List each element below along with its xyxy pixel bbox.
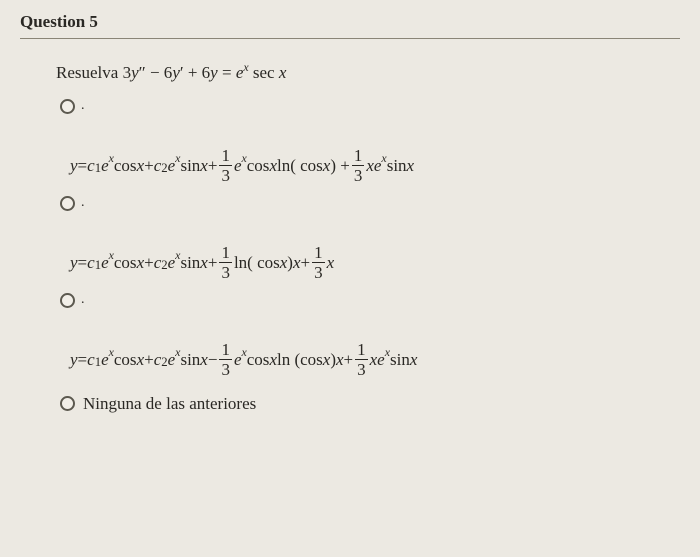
question-title: Question 5 — [20, 12, 680, 39]
frac-num: 1 — [352, 147, 365, 165]
eq-b-prefix: y = c1ex cos x + c2ex sin x + — [70, 156, 217, 176]
eq-c-prefix: y = c1ex cos x + c2ex sin x + — [70, 253, 217, 273]
option-marker: . — [81, 291, 85, 309]
frac-den: 3 — [219, 165, 232, 184]
prompt: Resuelva 3y″ − 6y′ + 6y = ex sec x — [56, 63, 680, 83]
frac-den: 3 — [312, 262, 325, 281]
frac-den: 3 — [219, 359, 232, 378]
frac-num: 1 — [355, 341, 368, 359]
eq-c-mid1: ln( cos x )x + — [234, 253, 310, 273]
option-e-label: Ninguna de las anteriores — [83, 394, 256, 413]
equation-d: y = c1ex cos x + c2ex sin x − 1 3 ex cos… — [56, 341, 680, 378]
eq-b-frac1: 1 3 — [219, 147, 232, 184]
option-marker: . — [81, 194, 85, 212]
frac-num: 1 — [219, 244, 232, 262]
radio-icon[interactable] — [60, 293, 75, 308]
eq-d-frac2: 1 3 — [355, 341, 368, 378]
eq-d-frac1: 1 3 — [219, 341, 232, 378]
prompt-ode: 3y″ − 6y′ + 6y = ex sec x — [123, 63, 287, 82]
frac-den: 3 — [352, 165, 365, 184]
option-c[interactable]: . — [56, 291, 680, 309]
frac-num: 1 — [219, 341, 232, 359]
frac-num: 1 — [312, 244, 325, 262]
radio-icon[interactable] — [60, 196, 75, 211]
eq-b-frac2: 1 3 — [352, 147, 365, 184]
eq-c-suffix: x — [327, 253, 335, 273]
question-content: Resuelva 3y″ − 6y′ + 6y = ex sec x . y =… — [20, 63, 680, 413]
option-a[interactable]: . — [56, 97, 680, 115]
radio-icon[interactable] — [60, 99, 75, 114]
eq-d-suffix: xex sin x — [370, 350, 418, 370]
equation-b: y = c1ex cos x + c2ex sin x + 1 3 ex cos… — [56, 147, 680, 184]
eq-d-prefix: y = c1ex cos x + c2ex sin x − — [70, 350, 217, 370]
frac-den: 3 — [219, 262, 232, 281]
option-b[interactable]: . — [56, 194, 680, 212]
prompt-prefix: Resuelva — [56, 63, 123, 82]
eq-c-frac1: 1 3 — [219, 244, 232, 281]
eq-b-suffix: xex sin x — [366, 156, 414, 176]
option-marker: . — [81, 97, 85, 115]
eq-d-mid1: ex cos x ln (cos x)x + — [234, 350, 353, 370]
eq-c-frac2: 1 3 — [312, 244, 325, 281]
equation-c: y = c1ex cos x + c2ex sin x + 1 3 ln( co… — [56, 244, 680, 281]
frac-den: 3 — [355, 359, 368, 378]
option-e[interactable]: Ninguna de las anteriores — [56, 394, 680, 413]
frac-num: 1 — [219, 147, 232, 165]
radio-icon[interactable] — [60, 396, 75, 411]
eq-b-mid1: ex cos x ln( cos x ) + — [234, 156, 350, 176]
